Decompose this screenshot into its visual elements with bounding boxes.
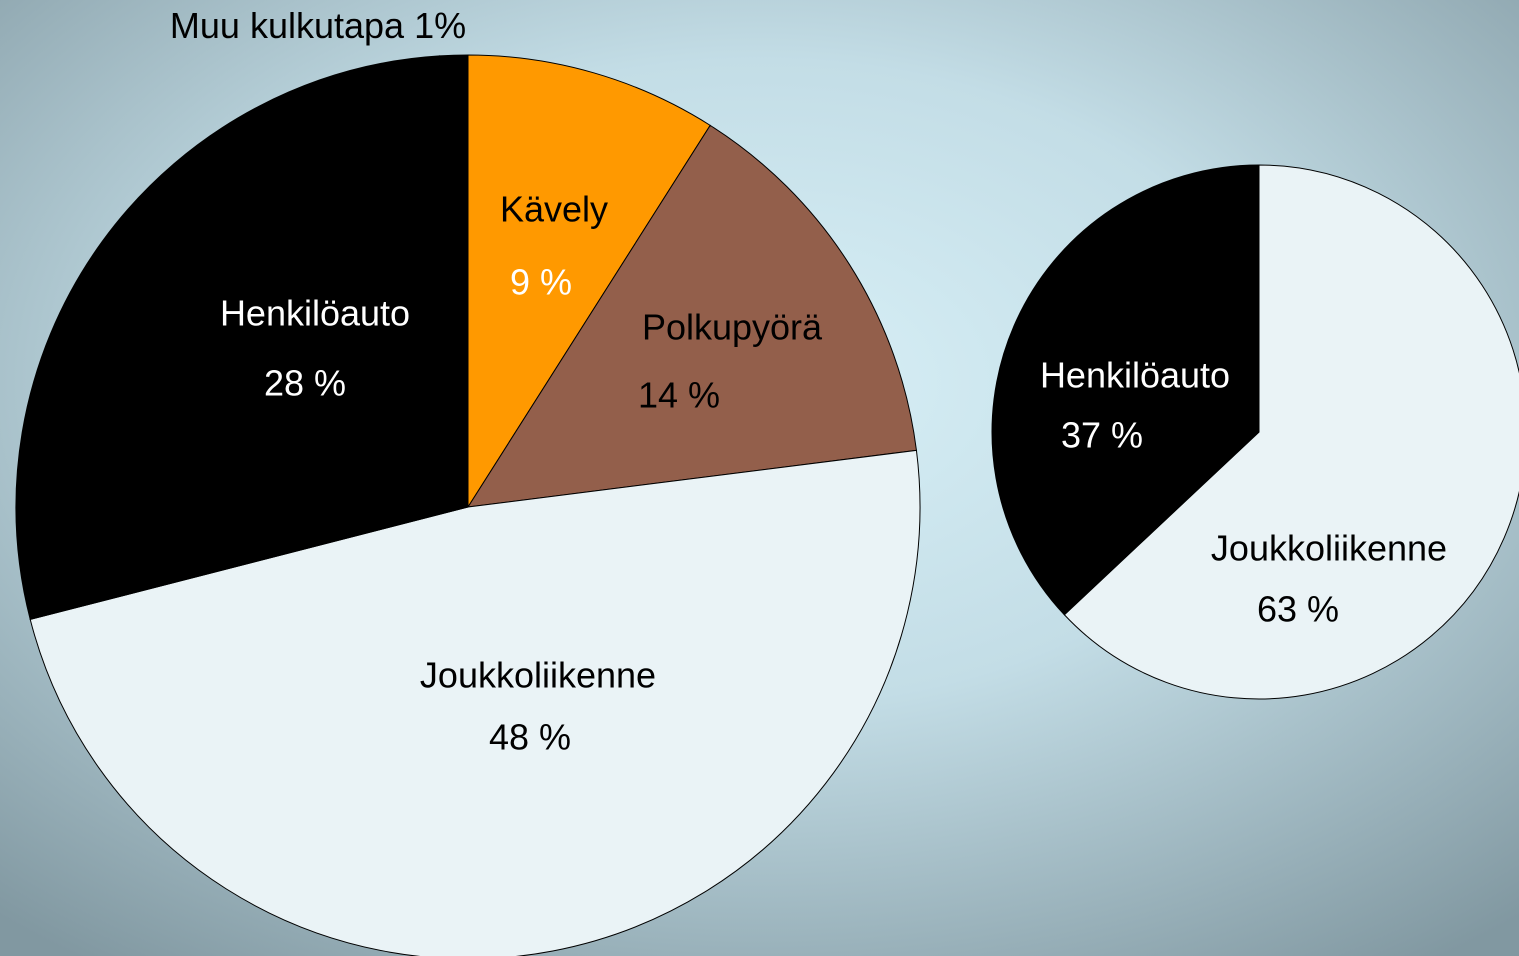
category-label: Kävely [500,189,608,230]
pie-slice [467,54,711,509]
value-label: 63 % [1257,589,1339,630]
pie-slice [29,449,921,956]
value-label: 9 % [510,262,572,303]
pie-slice [991,164,1260,616]
category-label: Joukkoliikenne [420,655,656,696]
pie-slice [1063,164,1519,700]
pie-slice [439,54,469,508]
category-label: Henkilöauto [1040,355,1230,396]
value-label: 14 % [638,375,720,416]
value-label: 37 % [1061,415,1143,456]
category-label: Polkupyörä [642,307,823,348]
category-label: Henkilöauto [220,293,410,334]
pie-slice [467,124,917,508]
value-label: 28 % [264,363,346,404]
category-label: Muu kulkutapa [170,5,405,46]
value-label: 48 % [489,717,571,758]
value-label: 1% [414,5,466,46]
slice-label: Muu kulkutapa 1% [170,5,466,46]
category-label: Joukkoliikenne [1211,528,1447,569]
pie-slice [15,55,469,621]
